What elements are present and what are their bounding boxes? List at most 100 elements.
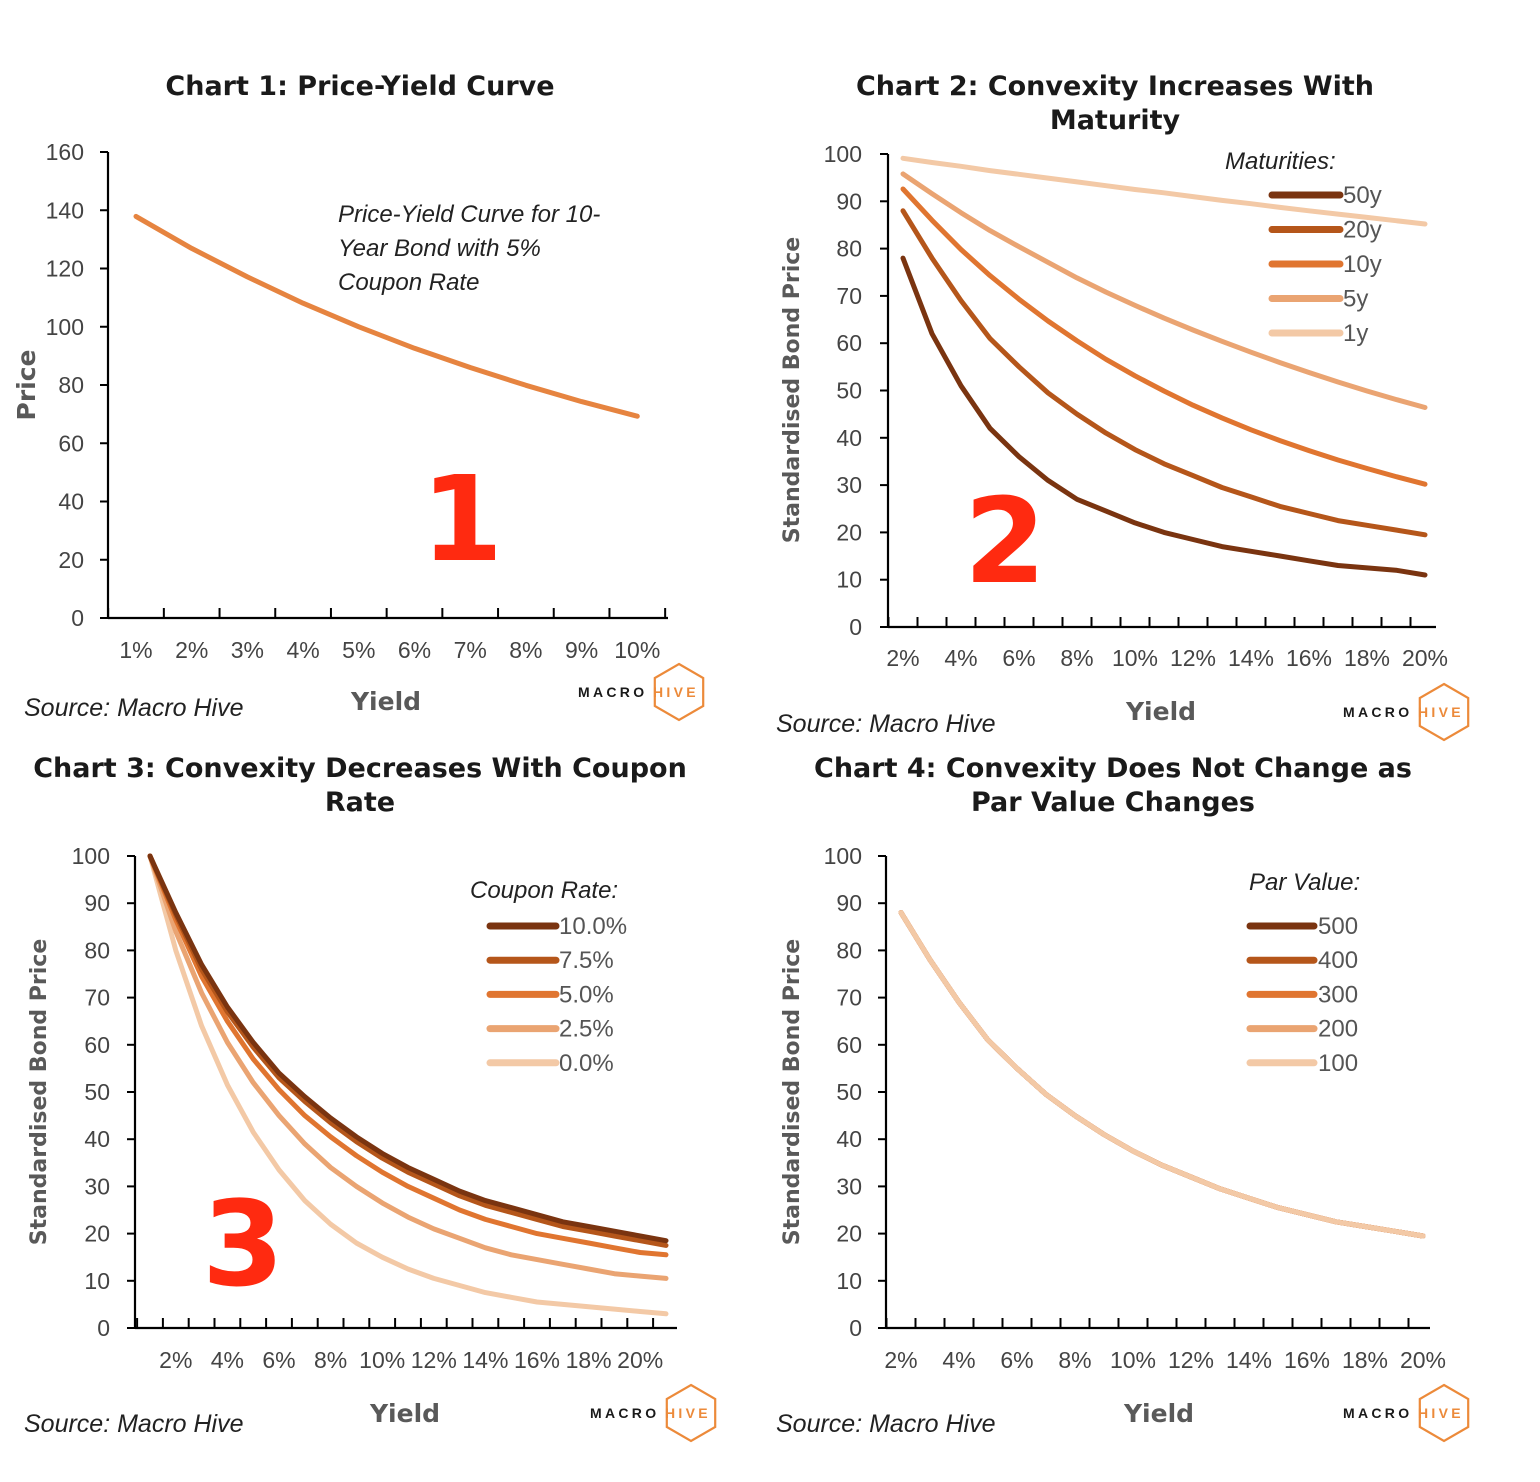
legend-label: 10y (1343, 251, 1382, 278)
y-tick-label: 100 (46, 314, 84, 340)
x-tick-label: 14% (1228, 645, 1274, 671)
logo-text-macro: MACRO (1343, 704, 1412, 720)
series-line-10y (900, 186, 1428, 487)
x-tick-label: 2% (159, 1347, 192, 1373)
y-tick-label: 0 (97, 1315, 110, 1341)
legend-label: 5.0% (559, 981, 614, 1008)
y-tick-label: 30 (836, 1173, 862, 1199)
x-tick-label: 2% (886, 645, 919, 671)
chart-title: Chart 4: Convexity Does Not Change as Pa… (814, 753, 1412, 818)
annotation-line: Price-Yield Curve for 10- (338, 201, 600, 228)
x-tick-label: 6% (398, 637, 431, 663)
x-tick-label: 20% (617, 1347, 663, 1373)
x-tick-label: 14% (462, 1347, 508, 1373)
legend: Maturities: 50y 20y 10y 5y 1y (1225, 148, 1382, 347)
y-tick-label: 10 (836, 1268, 862, 1294)
x-tick-label: 3% (231, 637, 264, 663)
legend-label: 1y (1343, 320, 1368, 347)
legend: Par Value: 500 400 300 200 100 (1246, 869, 1360, 1077)
macrohive-logo: MACRO HIVE (590, 1383, 717, 1443)
y-tick-label: 40 (84, 1126, 110, 1152)
y-tick-label: 100 (72, 843, 110, 869)
y-tick-label: 60 (84, 1032, 110, 1058)
logo-text-macro: MACRO (590, 1405, 659, 1421)
chart-number: 3 (202, 1175, 284, 1313)
y-tick-label: 90 (84, 890, 110, 916)
x-tick-label: 8% (1060, 645, 1093, 671)
source-note: Source: Macro Hive (776, 1410, 996, 1438)
logo-text-macro: MACRO (578, 684, 647, 700)
x-tick-label: 8% (314, 1347, 347, 1373)
y-tick-label: 120 (46, 256, 84, 282)
y-tick-label: 100 (824, 843, 862, 869)
x-tick-label: 6% (1002, 645, 1035, 671)
x-tick-label: 5% (342, 637, 375, 663)
y-tick-label: 160 (46, 139, 84, 165)
y-tick-label: 20 (836, 519, 862, 545)
legend: Coupon Rate: 10.0% 7.5% 5.0% 2.5% 0.0% (470, 877, 627, 1077)
chart-c1: 0 20 40 60 80 100 120 140 160 1% 2% 3% 4% 5% 6% 7% 8% 9% 1… (12, 139, 668, 716)
series-line-0.0% (147, 853, 669, 1317)
hexagon-icon (653, 662, 705, 722)
x-tick-label: 1% (119, 637, 152, 663)
hexagon-icon (1418, 682, 1470, 742)
legend-label: 200 (1318, 1016, 1358, 1043)
y-tick-label: 70 (836, 283, 862, 309)
x-tick-label: 12% (411, 1347, 457, 1373)
y-tick-label: 0 (849, 614, 862, 640)
source-note: Source: Macro Hive (24, 694, 244, 722)
x-axis-title: Yield (1123, 1399, 1194, 1428)
source-note: Source: Macro Hive (24, 1410, 244, 1438)
legend-label: 50y (1343, 182, 1382, 209)
logo-text-hive: HIVE (653, 684, 699, 700)
y-tick-label: 50 (836, 378, 862, 404)
macrohive-logo: MACRO HIVE (578, 662, 705, 722)
y-tick-label: 40 (836, 1126, 862, 1152)
series-line-5.0% (147, 853, 669, 1258)
logo-text-hive: HIVE (1418, 1405, 1464, 1421)
y-tick-label: 20 (836, 1221, 862, 1247)
y-tick-label: 90 (836, 188, 862, 214)
y-tick-label: 70 (84, 985, 110, 1011)
chart-title: Chart 1: Price-Yield Curve (165, 71, 555, 102)
x-tick-label: 10% (1112, 645, 1158, 671)
y-tick-label: 0 (849, 1315, 862, 1341)
legend-label: 400 (1318, 947, 1358, 974)
series-line-1y (900, 155, 1428, 227)
x-tick-label: 14% (1226, 1347, 1272, 1373)
x-tick-label: 16% (1284, 1347, 1330, 1373)
y-tick-label: 10 (836, 567, 862, 593)
series-line-20y (900, 208, 1428, 538)
series-line-10.0% (147, 853, 669, 1244)
y-tick-label: 80 (58, 372, 84, 398)
legend-label: 100 (1318, 1050, 1358, 1077)
y-tick-label: 70 (836, 985, 862, 1011)
annotation-line: Year Bond with 5% (338, 235, 541, 262)
chart-title: Chart 2: Convexity Increases With Maturi… (855, 71, 1375, 136)
hexagon-icon (1418, 1383, 1470, 1443)
series-line (133, 213, 640, 419)
legend-label: 5y (1343, 286, 1368, 313)
legend-title: Coupon Rate: (470, 877, 618, 904)
y-tick-label: 30 (836, 472, 862, 498)
x-tick-label: 18% (1344, 645, 1390, 671)
y-axis-title: Standardised Bond Price (780, 939, 805, 1245)
macrohive-logo: MACRO HIVE (1343, 1383, 1470, 1443)
y-tick-label: 60 (836, 1032, 862, 1058)
chart-number: 1 (421, 450, 503, 588)
x-tick-label: 20% (1400, 1347, 1446, 1373)
y-tick-label: 10 (84, 1268, 110, 1294)
y-tick-label: 100 (824, 141, 862, 167)
x-tick-label: 10% (614, 637, 660, 663)
y-tick-label: 80 (84, 937, 110, 963)
x-tick-label: 12% (1170, 645, 1216, 671)
x-axis-title: Yield (1125, 697, 1196, 726)
legend-label: 10.0% (559, 913, 627, 940)
x-tick-label: 16% (1286, 645, 1332, 671)
y-tick-label: 60 (836, 330, 862, 356)
series-line-2.5% (147, 853, 669, 1281)
y-tick-label: 80 (836, 236, 862, 262)
